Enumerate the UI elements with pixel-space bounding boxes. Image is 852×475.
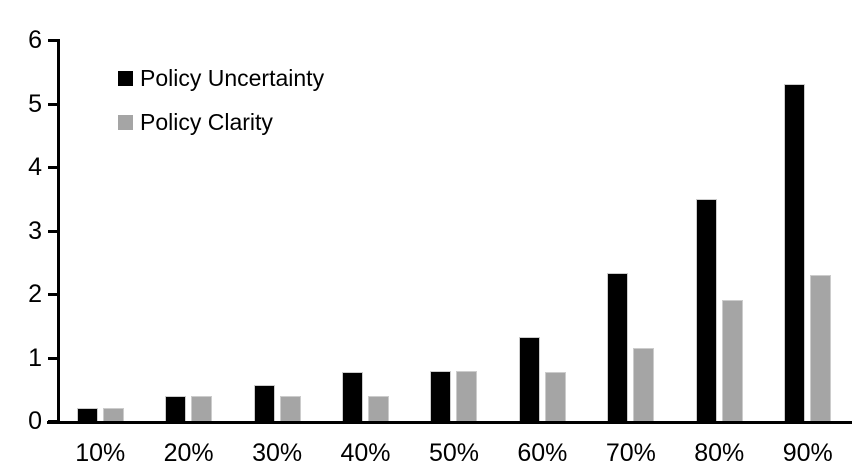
y-tick-5 (48, 102, 60, 106)
y-tick-3 (48, 229, 60, 233)
bar-policy-clarity-60% (544, 372, 566, 421)
x-label-50%: 50% (428, 439, 479, 467)
x-label-40%: 40% (340, 439, 391, 467)
y-tick-4 (48, 166, 60, 169)
bar-policy-uncertainty-80% (695, 199, 717, 421)
bar-group-30% (233, 0, 321, 421)
plot-area (56, 0, 852, 421)
y-tick-6 (48, 39, 60, 42)
x-axis-line (47, 421, 852, 424)
x-label-80%: 80% (694, 439, 745, 467)
y-tick-label-5: 5 (28, 89, 42, 118)
bar-policy-clarity-70% (633, 348, 655, 421)
bar-policy-clarity-90% (810, 275, 832, 421)
bar-policy-clarity-10% (102, 408, 124, 421)
legend-item-policy-uncertainty: Policy Uncertainty (118, 63, 324, 93)
y-tick-label-6: 6 (28, 26, 42, 54)
y-tick-2 (48, 293, 60, 296)
bar-policy-uncertainty-20% (165, 396, 187, 421)
bar-policy-clarity-30% (279, 396, 301, 421)
bar-policy-uncertainty-30% (253, 385, 275, 421)
x-label-60%: 60% (517, 439, 568, 467)
bar-group-70% (587, 0, 675, 421)
bar-group-10% (56, 0, 144, 421)
x-label-90%: 90% (782, 439, 833, 467)
bar-group-20% (144, 0, 232, 421)
bar-policy-uncertainty-50% (430, 371, 452, 421)
bar-policy-uncertainty-10% (76, 408, 98, 421)
bar-group-80% (675, 0, 763, 421)
legend-label-policy-clarity: Policy Clarity (140, 108, 273, 135)
x-label-10%: 10% (75, 439, 126, 467)
y-tick-1 (48, 356, 60, 360)
legend-swatch-black-square-icon (118, 70, 133, 86)
y-tick-label-2: 2 (28, 280, 42, 308)
bar-policy-clarity-20% (191, 396, 213, 421)
bar-group-60% (498, 0, 586, 421)
x-axis-labels: 10% 20% 30% 40% 50% 60% 70% 80% 90% (56, 438, 852, 468)
chart-legend: Policy Uncertainty Policy Clarity (118, 63, 324, 151)
x-label-70%: 70% (605, 439, 656, 467)
bar-policy-uncertainty-60% (518, 337, 540, 421)
bar-policy-uncertainty-70% (607, 273, 629, 421)
y-tick-label-4: 4 (28, 153, 42, 181)
legend-label-policy-uncertainty: Policy Uncertainty (140, 64, 325, 91)
y-tick-label-1: 1 (28, 343, 42, 372)
y-axis-line (57, 41, 60, 423)
bar-policy-uncertainty-40% (342, 372, 364, 421)
bar-group-50% (410, 0, 498, 421)
bar-group-40% (321, 0, 409, 421)
y-tick-label-0: 0 (28, 407, 42, 435)
y-tick-label-3: 3 (28, 216, 42, 245)
x-label-20%: 20% (163, 439, 214, 467)
bar-group-90% (764, 0, 852, 421)
bar-policy-clarity-50% (456, 371, 478, 421)
x-label-30%: 30% (252, 439, 303, 467)
bar-policy-clarity-80% (721, 300, 743, 421)
bar-policy-clarity-40% (368, 396, 390, 421)
legend-swatch-gray-square-icon (118, 114, 133, 130)
bar-policy-uncertainty-90% (784, 84, 806, 421)
legend-item-policy-clarity: Policy Clarity (118, 107, 324, 137)
